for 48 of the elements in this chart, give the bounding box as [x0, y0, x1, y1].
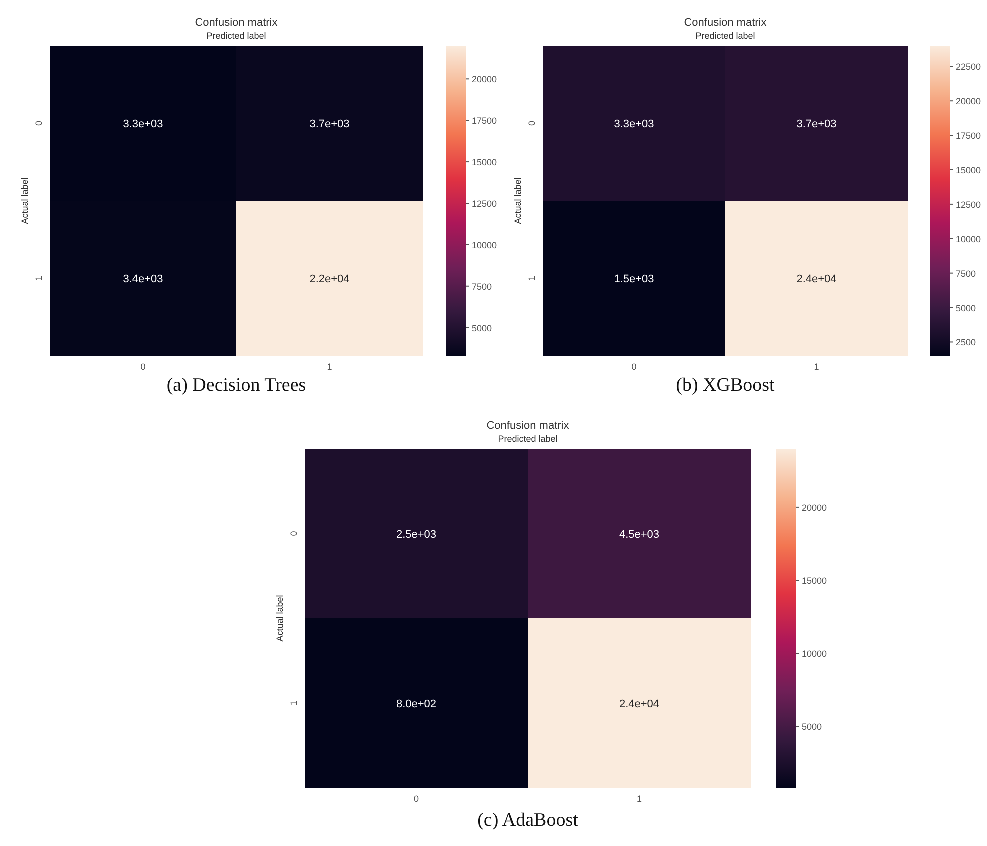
data-label: 3.7e+03	[310, 118, 350, 130]
x-tick-label: 0	[632, 362, 637, 372]
color-bar-label: 17500	[472, 116, 498, 126]
data-label: 2.2e+04	[310, 274, 350, 286]
x-tick-label: 0	[140, 362, 146, 372]
data-label: 8.0e+02	[396, 698, 437, 710]
x-tick-label: 1	[327, 362, 332, 372]
color-bar-label: 15000	[956, 166, 982, 176]
color-bar-label: 7500	[956, 268, 976, 279]
color-bar-label: 20000	[802, 502, 828, 513]
y-axis-title: Actual label	[20, 178, 30, 224]
text: (b) XGBoost	[676, 375, 776, 396]
color-bar-label: 17500	[956, 131, 982, 142]
color-bar-label: 12500	[472, 198, 498, 209]
color-bar-label: 7500	[472, 282, 492, 292]
color-bar-label: 20000	[472, 74, 498, 85]
data-label: 3.3e+03	[123, 118, 164, 130]
color-bar-label: 5000	[956, 303, 976, 314]
color-bar-label: 10000	[472, 240, 498, 250]
data-label: 2.4e+04	[619, 698, 660, 710]
y-axis-title: Actual label	[513, 178, 523, 224]
color-bar-label: 15000	[802, 576, 828, 586]
color-bar-label: 10000	[956, 234, 982, 244]
text: (c) AdaBoost	[478, 810, 580, 831]
text: (a) Decision Trees	[166, 375, 306, 396]
chart-title: Confusion matrix	[486, 420, 570, 432]
chart-title: Confusion matrix	[684, 17, 768, 29]
data-label: 3.3e+03	[614, 118, 654, 130]
color-bar-label: 2500	[956, 338, 976, 348]
x-axis-title: Predicted label	[206, 31, 266, 41]
x-tick-label: 1	[814, 362, 820, 372]
color-bar-label: 20000	[956, 96, 982, 107]
x-axis-title: Predicted label	[498, 434, 558, 444]
color-bar-label: 5000	[802, 722, 822, 732]
chart-title: Confusion matrix	[195, 17, 278, 29]
data-label: 3.4e+03	[123, 274, 164, 286]
data-label: 2.5e+03	[396, 528, 437, 541]
data-label: 2.4e+04	[796, 274, 837, 286]
y-axis-title: Actual label	[275, 595, 285, 642]
data-label: 4.5e+03	[619, 528, 660, 541]
color-bar-label: 22500	[956, 62, 982, 72]
color-bar-label: 15000	[472, 158, 498, 168]
data-label: 3.7e+03	[796, 118, 837, 130]
color-bar-label: 5000	[472, 323, 492, 334]
data-label: 1.5e+03	[614, 274, 654, 286]
color-bar-label: 10000	[802, 649, 828, 660]
color-bar-label: 12500	[956, 200, 982, 210]
x-axis-title: Predicted label	[696, 31, 756, 41]
